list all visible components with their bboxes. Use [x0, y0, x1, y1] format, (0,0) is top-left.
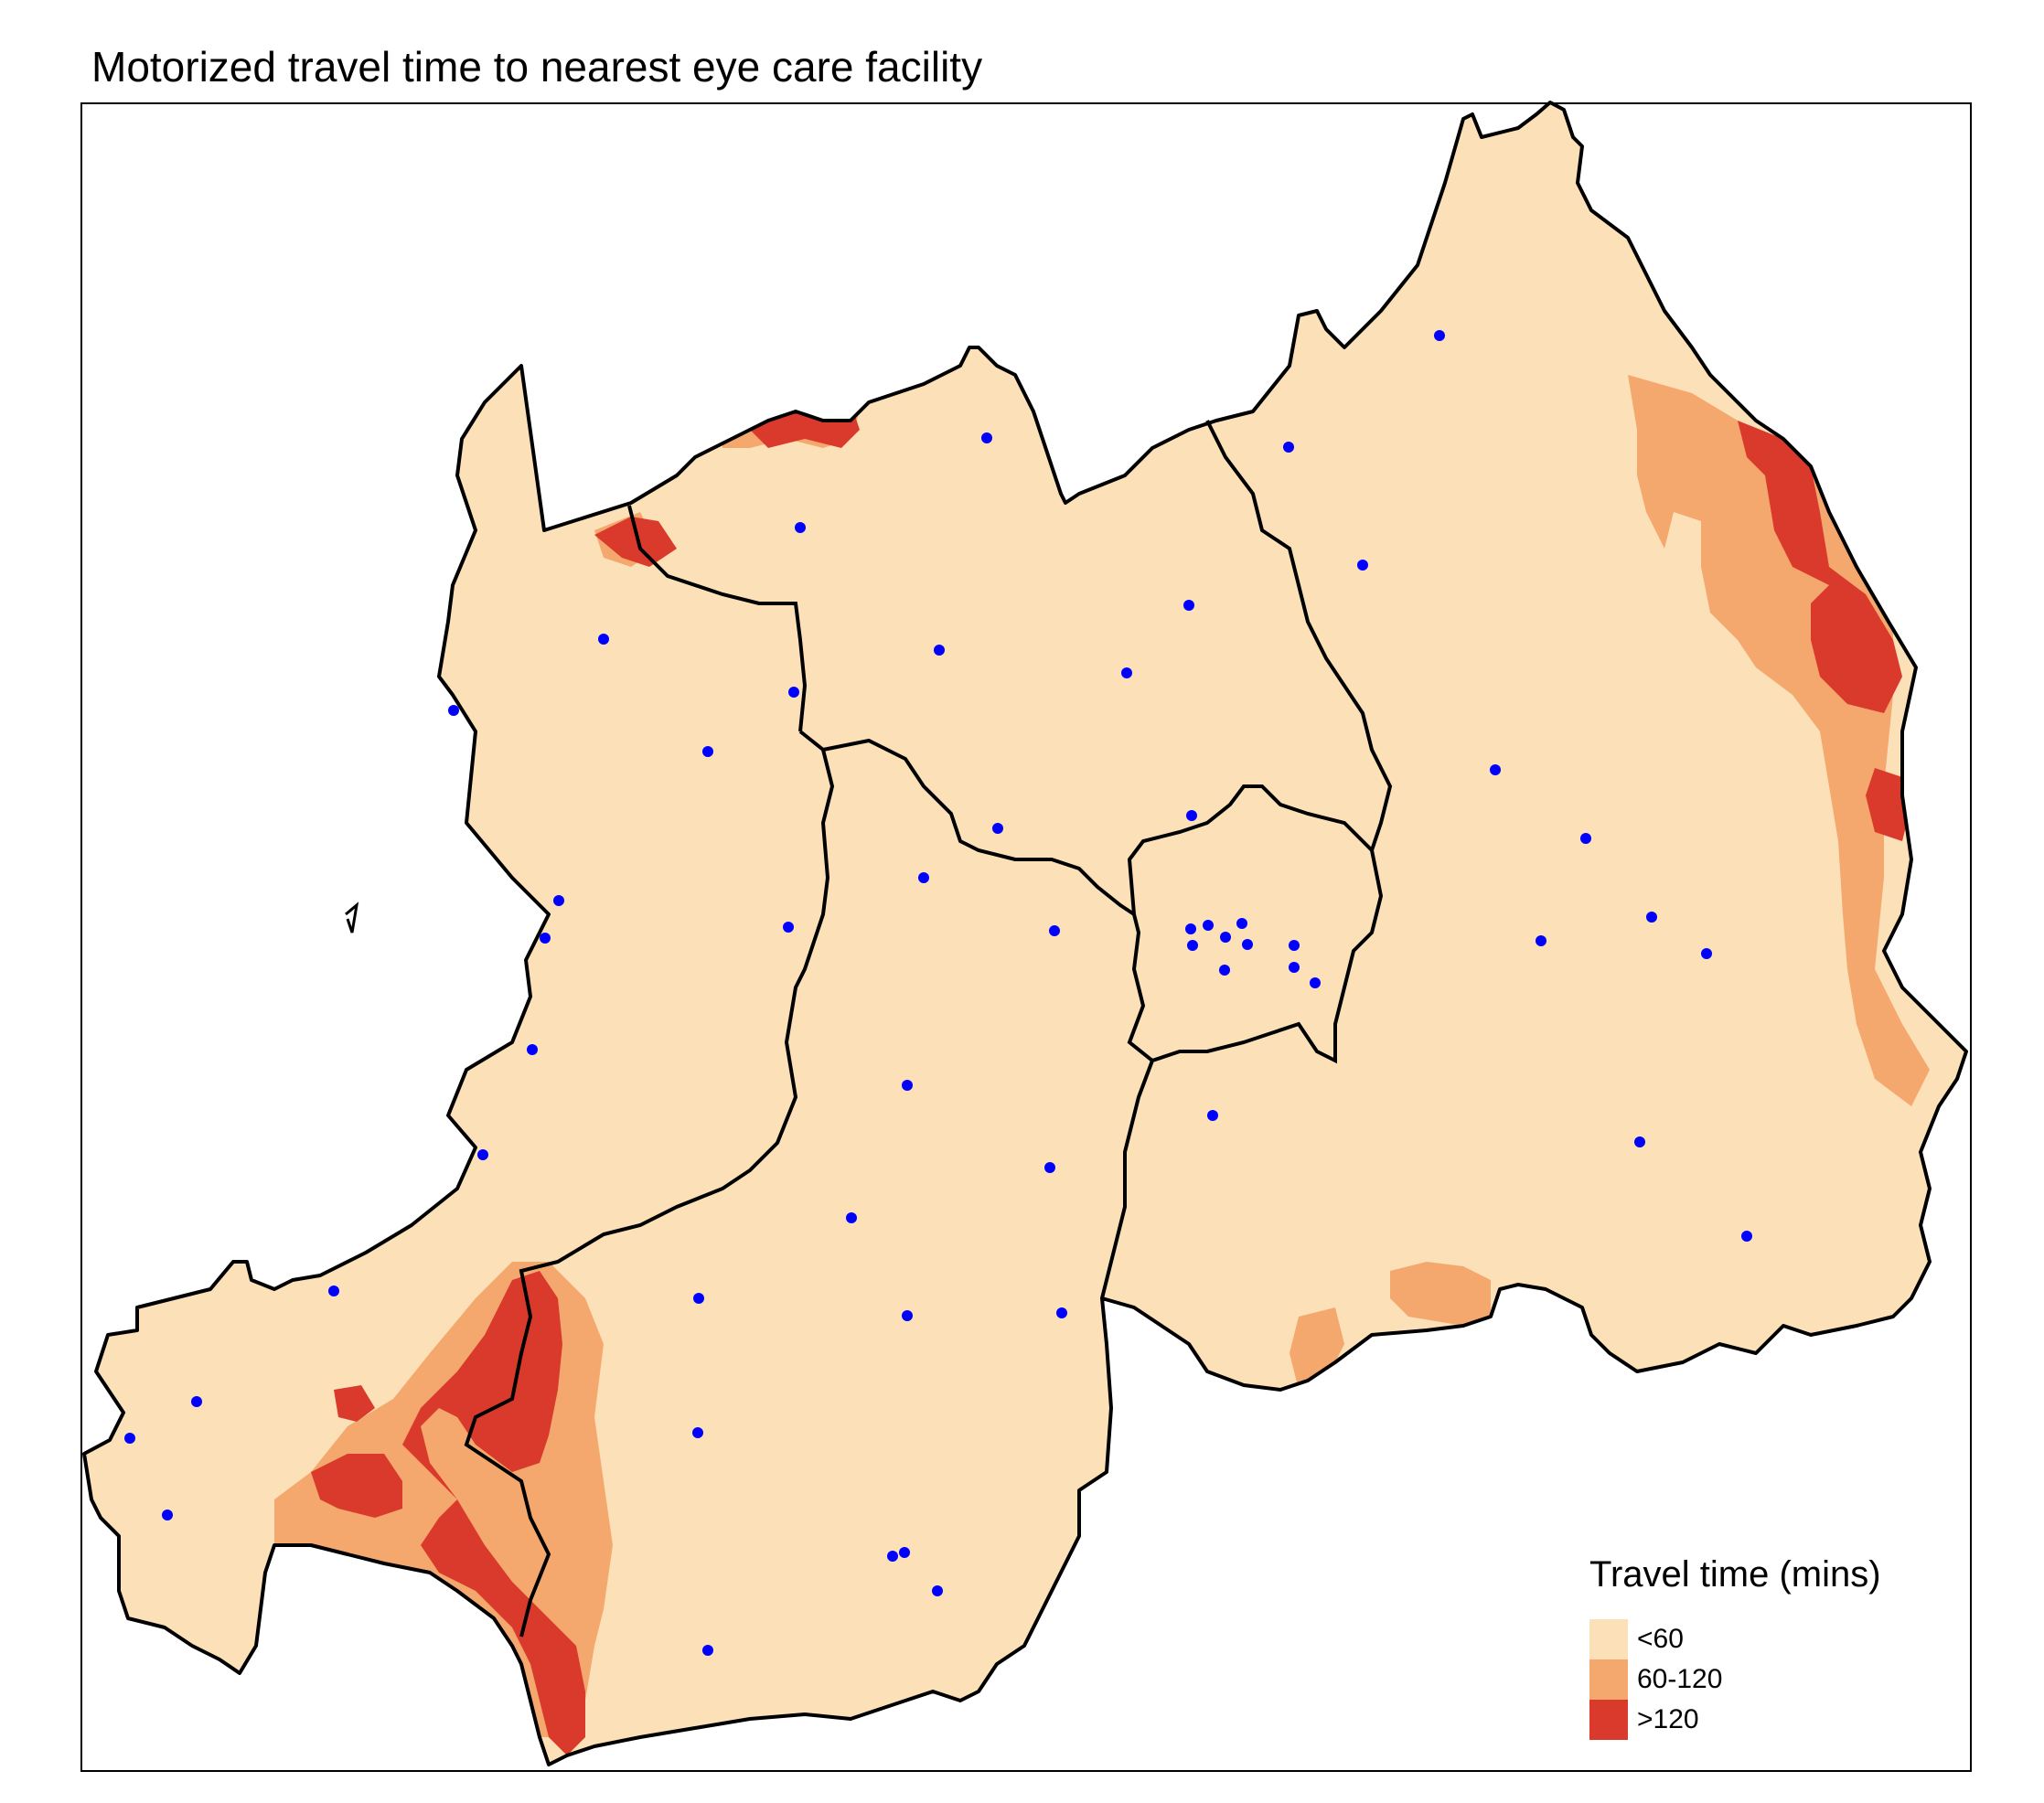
- legend-item-60-120: 60-120: [1589, 1659, 1881, 1700]
- facility-marker: [783, 922, 794, 933]
- province-boundary-north-south: [822, 738, 1136, 916]
- facility-marker: [788, 687, 799, 698]
- facility-marker: [1183, 600, 1194, 611]
- province-boundary-north-east: [1205, 420, 1393, 851]
- facility-marker: [932, 1585, 943, 1596]
- facility-marker: [693, 1293, 704, 1304]
- facility-marker: [702, 746, 713, 757]
- facility-marker: [1186, 810, 1197, 821]
- facility-marker: [1207, 1110, 1218, 1121]
- facility-marker: [1289, 940, 1300, 951]
- facility-marker: [934, 645, 945, 656]
- zone-over-120-northwest: [594, 517, 677, 567]
- facility-marker: [795, 522, 806, 533]
- zone-over-120-southwest-3: [334, 1385, 375, 1422]
- facility-marker: [1044, 1162, 1055, 1173]
- legend-item-over-120: >120: [1589, 1700, 1881, 1740]
- facility-marker: [1187, 940, 1198, 951]
- facility-marker: [918, 872, 929, 883]
- facility-marker: [1121, 667, 1132, 678]
- zone-over-120-southwest: [402, 1271, 585, 1755]
- legend-label: 60-120: [1637, 1664, 1723, 1694]
- legend-item-under-60: <60: [1589, 1619, 1881, 1659]
- facility-marker: [902, 1310, 913, 1321]
- facility-marker: [702, 1645, 713, 1656]
- facility-marker: [1580, 833, 1591, 844]
- facility-marker: [846, 1212, 857, 1223]
- legend-title: Travel time (mins): [1589, 1554, 1881, 1595]
- legend-swatch: [1589, 1619, 1628, 1659]
- facility-marker: [162, 1510, 173, 1520]
- facility-marker: [1434, 330, 1445, 341]
- facility-marker: [1219, 965, 1230, 976]
- facility-marker: [553, 895, 564, 906]
- legend-label: >120: [1637, 1704, 1699, 1734]
- zone-over-120-east-2: [1866, 768, 1907, 841]
- facility-marker: [1536, 935, 1546, 946]
- facility-marker: [1357, 560, 1368, 571]
- facility-marker: [477, 1149, 488, 1160]
- facility-marker: [1634, 1136, 1645, 1147]
- legend-swatch: [1589, 1659, 1628, 1700]
- facility-marker: [692, 1427, 703, 1438]
- facility-marker: [992, 823, 1003, 834]
- map-title: Motorized travel time to nearest eye car…: [91, 43, 983, 91]
- facility-marker: [1242, 939, 1253, 950]
- lake-shore-west: [345, 902, 359, 934]
- facility-marker: [124, 1433, 135, 1444]
- facility-marker: [1056, 1307, 1067, 1318]
- facility-marker: [1490, 764, 1501, 775]
- facility-marker: [191, 1396, 202, 1407]
- facility-marker: [448, 705, 459, 716]
- map-frame: [80, 102, 1972, 1772]
- facility-marker: [1646, 912, 1657, 923]
- province-boundary-west-south: [464, 730, 835, 1638]
- facility-marker: [899, 1547, 910, 1558]
- facility-marker: [540, 933, 551, 944]
- zone-over-120-east: [1738, 421, 1902, 713]
- zone-over-120-southwest-2: [311, 1454, 402, 1518]
- facility-marker: [902, 1080, 913, 1091]
- legend-label: <60: [1637, 1624, 1684, 1654]
- facility-marker: [1701, 948, 1712, 959]
- facility-marker: [598, 634, 609, 645]
- province-boundary-west-north: [627, 505, 808, 732]
- facility-marker: [1185, 923, 1196, 934]
- facility-marker: [981, 432, 992, 443]
- facility-marker: [1310, 977, 1321, 988]
- facility-marker: [527, 1044, 538, 1055]
- facility-marker: [1289, 962, 1300, 973]
- country-boundary: [82, 101, 1968, 1766]
- province-boundary-south-east: [1100, 1060, 1154, 1299]
- facility-marker: [1236, 918, 1247, 929]
- facility-markers: [124, 330, 1752, 1656]
- province-boundary-kigali: [1127, 784, 1384, 1064]
- facility-marker: [328, 1286, 339, 1296]
- facility-marker: [1049, 925, 1060, 936]
- facility-marker: [1283, 442, 1294, 453]
- facility-marker: [1203, 920, 1214, 931]
- zone-60-120-southeast: [1390, 1262, 1491, 1326]
- legend: Travel time (mins) <60 60-120 >120: [1589, 1554, 1881, 1740]
- facility-marker: [1741, 1231, 1752, 1242]
- legend-swatch: [1589, 1700, 1628, 1740]
- facility-marker: [1220, 932, 1231, 943]
- facility-marker: [887, 1551, 898, 1562]
